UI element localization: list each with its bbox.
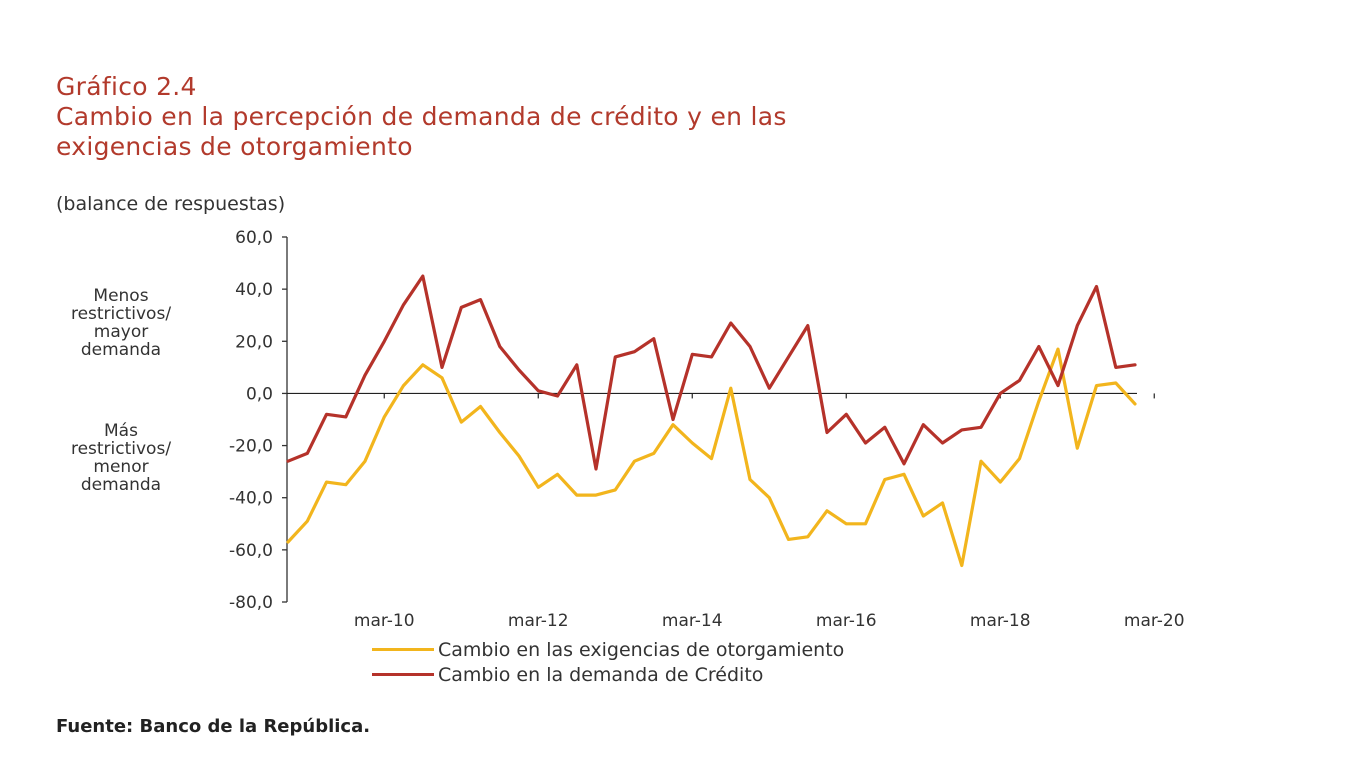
- lower-annotation-line: restrictivos/: [70, 439, 172, 459]
- x-tick-label: mar-18: [970, 611, 1031, 631]
- source-note: Fuente: Banco de la República.: [56, 716, 371, 737]
- y-axis-unit-label: (balance de respuestas): [56, 193, 286, 215]
- y-tick-label: -20,0: [229, 437, 273, 457]
- y-tick-label: -40,0: [229, 489, 273, 509]
- lower-annotation-line: demanda: [80, 475, 162, 495]
- upper-annotation-line: restrictivos/: [70, 304, 172, 324]
- y-tick-label: 60,0: [235, 228, 273, 248]
- legend-item-exigencias: Cambio en las exigencias de otorgamiento: [372, 637, 844, 662]
- upper-annotation-line: demanda: [80, 340, 162, 360]
- lower-annotation-line: Más: [104, 421, 138, 441]
- legend-item-demanda: Cambio en la demanda de Crédito: [372, 662, 844, 687]
- y-tick-label: 20,0: [235, 332, 273, 352]
- x-tick-label: mar-14: [662, 611, 723, 631]
- upper-annotation-line: Menos: [93, 286, 149, 306]
- chart-title-line-1: Cambio en la percepción de demanda de cr…: [56, 102, 787, 131]
- x-tick-label: mar-16: [816, 611, 877, 631]
- y-tick-label: 0,0: [246, 384, 273, 404]
- chart-title-block: Gráfico 2.4 Cambio en la percepción de d…: [56, 72, 787, 162]
- x-tick-label: mar-12: [508, 611, 569, 631]
- x-tick-label: mar-10: [354, 611, 415, 631]
- series-line-exigencias: [286, 347, 1137, 568]
- lower-annotation-line: menor: [93, 457, 149, 477]
- graphic-number: Gráfico 2.4: [56, 72, 197, 101]
- series-line-demanda: [286, 274, 1137, 471]
- legend-label-exigencias: Cambio en las exigencias de otorgamiento: [438, 638, 845, 661]
- chart-title-line-2: exigencias de otorgamiento: [56, 132, 413, 161]
- upper-annotation-line: mayor: [93, 322, 149, 342]
- y-tick-label: -80,0: [229, 593, 273, 613]
- x-tick-label: mar-20: [1124, 611, 1185, 631]
- y-tick-label: -60,0: [229, 541, 273, 561]
- lower-annotation: Más restrictivos/ menor demanda: [46, 422, 196, 494]
- legend: Cambio en las exigencias de otorgamiento…: [372, 637, 844, 687]
- upper-annotation: Menos restrictivos/ mayor demanda: [46, 287, 196, 359]
- legend-swatch-exigencias: [372, 648, 434, 651]
- legend-label-demanda: Cambio en la demanda de Crédito: [438, 663, 764, 686]
- legend-swatch-demanda: [372, 673, 434, 676]
- y-tick-label: 40,0: [235, 280, 273, 300]
